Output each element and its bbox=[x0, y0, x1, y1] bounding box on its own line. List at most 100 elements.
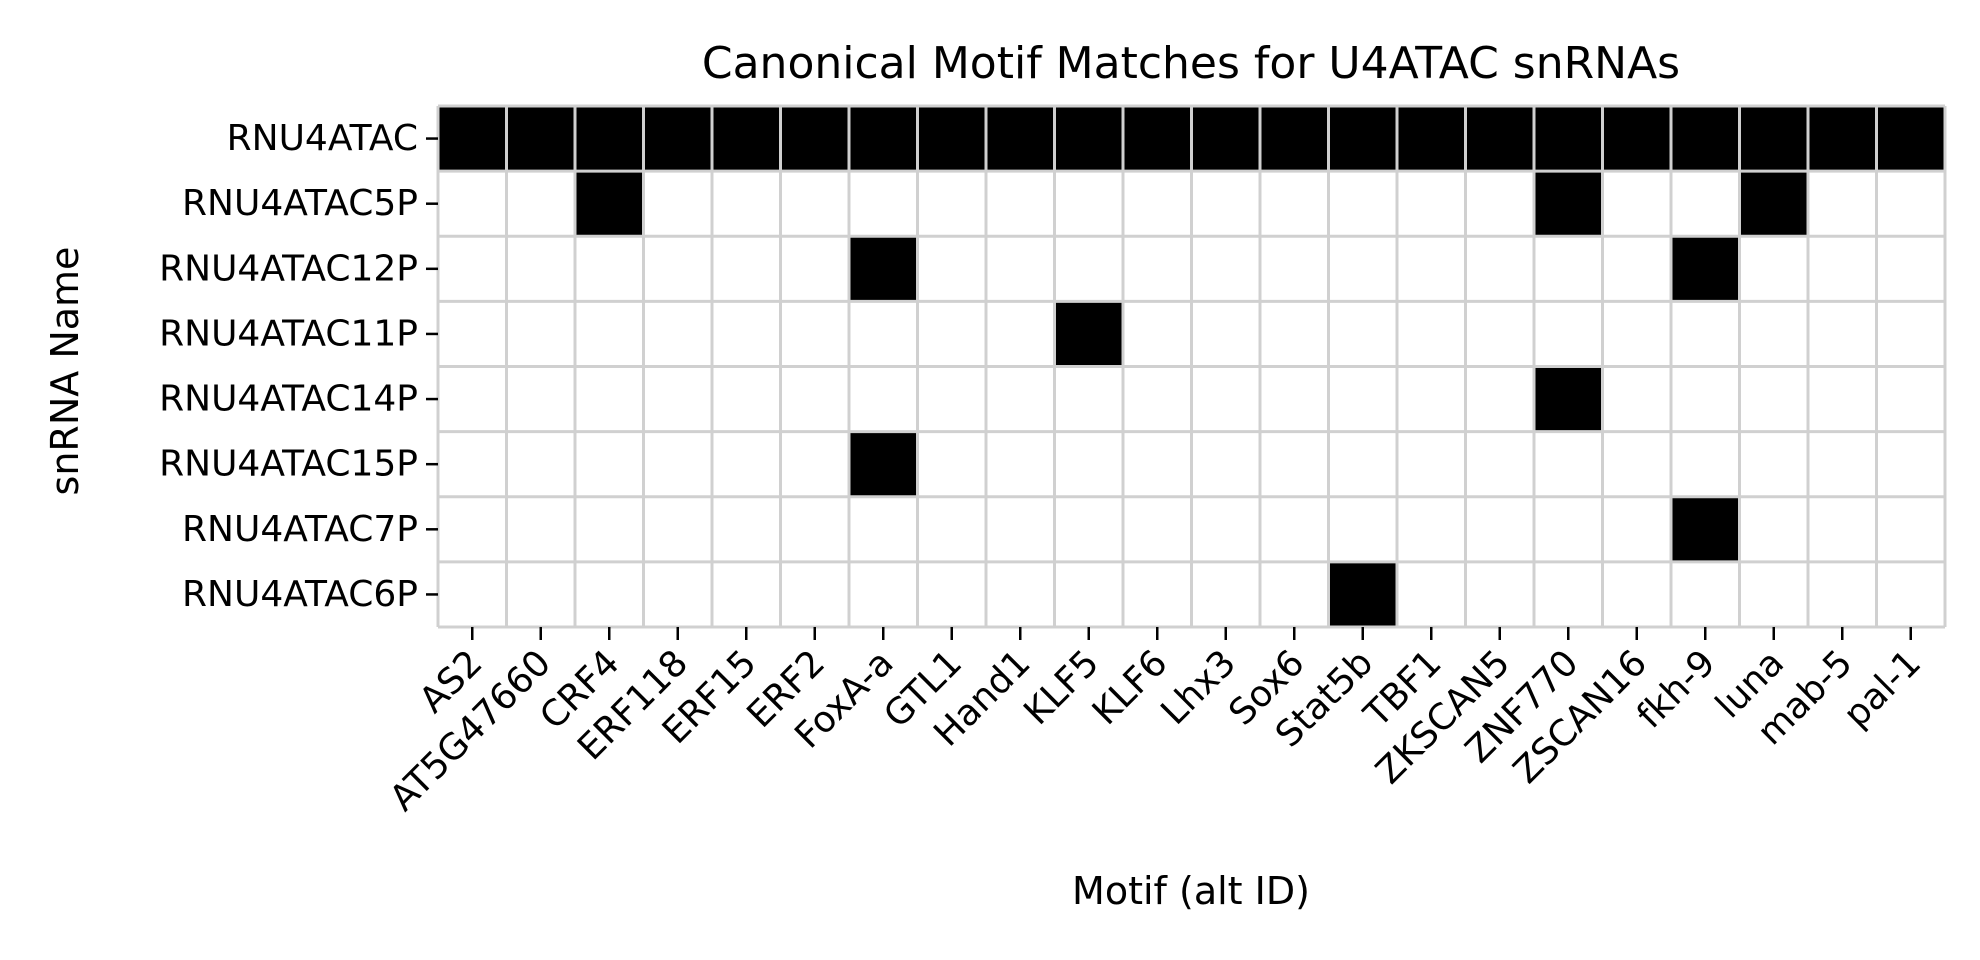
heatmap-cell bbox=[438, 106, 507, 172]
heatmap-cell bbox=[575, 366, 644, 432]
heatmap-cell bbox=[1465, 106, 1534, 172]
heatmap-cell bbox=[575, 561, 644, 627]
heatmap-cell bbox=[780, 496, 849, 562]
heatmap-cell bbox=[917, 366, 986, 432]
heatmap-cell bbox=[1465, 171, 1534, 237]
heatmap-cells bbox=[438, 106, 1945, 627]
y-tick-label: RNU4ATAC15P bbox=[159, 444, 418, 485]
heatmap-cell bbox=[917, 301, 986, 367]
heatmap-cell bbox=[438, 366, 507, 432]
heatmap-cell bbox=[1123, 236, 1192, 302]
heatmap-cell bbox=[1465, 301, 1534, 367]
heatmap-cell bbox=[712, 106, 781, 172]
x-axis: AS2AT5G47660CRF4ERF118ERF15ERF2FoxA-aGTL… bbox=[382, 627, 1929, 819]
heatmap-cell bbox=[1465, 366, 1534, 432]
heatmap-cell bbox=[1671, 106, 1740, 172]
heatmap-cell bbox=[1260, 236, 1329, 302]
heatmap-cell bbox=[1260, 171, 1329, 237]
heatmap-cell bbox=[1534, 431, 1603, 497]
heatmap-cell bbox=[1808, 301, 1877, 367]
heatmap-cell bbox=[1602, 301, 1671, 367]
heatmap-cell bbox=[712, 366, 781, 432]
heatmap-cell bbox=[1054, 431, 1123, 497]
heatmap-cell bbox=[1397, 366, 1466, 432]
heatmap-cell bbox=[1191, 236, 1260, 302]
x-tick-label: pal-1 bbox=[1836, 642, 1929, 735]
heatmap-cell bbox=[1191, 171, 1260, 237]
heatmap-cell bbox=[1123, 496, 1192, 562]
heatmap-cell bbox=[1534, 236, 1603, 302]
heatmap-cell bbox=[712, 236, 781, 302]
heatmap-cell bbox=[1534, 106, 1603, 172]
heatmap-cell bbox=[712, 301, 781, 367]
heatmap-cell bbox=[1602, 171, 1671, 237]
heatmap-cell bbox=[1191, 366, 1260, 432]
heatmap-cell bbox=[917, 236, 986, 302]
heatmap-cell bbox=[1602, 106, 1671, 172]
heatmap-cell bbox=[1054, 301, 1123, 367]
y-tick-label: RNU4ATAC5P bbox=[182, 183, 418, 224]
heatmap-cell bbox=[1465, 496, 1534, 562]
heatmap-cell bbox=[780, 106, 849, 172]
heatmap-cell bbox=[506, 106, 575, 172]
heatmap-cell bbox=[1876, 366, 1945, 432]
heatmap-cell bbox=[1397, 561, 1466, 627]
heatmap-cell bbox=[917, 561, 986, 627]
x-tick-label: KLF5 bbox=[1016, 642, 1107, 733]
heatmap-cell bbox=[1397, 301, 1466, 367]
x-tick-label: fkh-9 bbox=[1629, 642, 1723, 736]
heatmap-cell bbox=[1054, 171, 1123, 237]
heatmap-cell bbox=[849, 236, 918, 302]
heatmap-cell bbox=[986, 301, 1055, 367]
heatmap-cell bbox=[986, 431, 1055, 497]
heatmap-cell bbox=[712, 561, 781, 627]
x-axis-label: Motif (alt ID) bbox=[1072, 869, 1310, 913]
heatmap-cell bbox=[986, 171, 1055, 237]
heatmap-cell bbox=[1328, 366, 1397, 432]
heatmap-cell bbox=[1260, 496, 1329, 562]
y-tick-label: RNU4ATAC11P bbox=[159, 313, 418, 354]
heatmap-cell bbox=[643, 236, 712, 302]
heatmap-cell bbox=[438, 301, 507, 367]
heatmap-cell bbox=[1054, 496, 1123, 562]
heatmap-cell bbox=[780, 171, 849, 237]
heatmap-cell bbox=[1808, 561, 1877, 627]
heatmap-cell bbox=[1876, 301, 1945, 367]
heatmap-cell bbox=[1808, 236, 1877, 302]
heatmap-cell bbox=[917, 171, 986, 237]
heatmap-cell bbox=[1671, 561, 1740, 627]
y-axis-label: snRNA Name bbox=[43, 247, 87, 496]
heatmap-cell bbox=[986, 236, 1055, 302]
y-tick-label: RNU4ATAC bbox=[227, 118, 418, 159]
heatmap-cell bbox=[1123, 561, 1192, 627]
heatmap-cell bbox=[712, 171, 781, 237]
heatmap-cell bbox=[438, 496, 507, 562]
heatmap-cell bbox=[575, 236, 644, 302]
heatmap-cell bbox=[1123, 431, 1192, 497]
heatmap-cell bbox=[575, 431, 644, 497]
heatmap-cell bbox=[1260, 301, 1329, 367]
heatmap-cell bbox=[1534, 561, 1603, 627]
heatmap-cell bbox=[1739, 301, 1808, 367]
heatmap-cell bbox=[438, 561, 507, 627]
heatmap-cell bbox=[986, 496, 1055, 562]
heatmap-cell bbox=[1876, 236, 1945, 302]
heatmap-cell bbox=[1808, 431, 1877, 497]
y-tick-label: RNU4ATAC14P bbox=[159, 379, 418, 420]
heatmap-cell bbox=[1328, 496, 1397, 562]
heatmap-cell bbox=[849, 431, 918, 497]
heatmap-cell bbox=[1671, 301, 1740, 367]
heatmap-cell bbox=[1739, 106, 1808, 172]
heatmap-cell bbox=[1328, 171, 1397, 237]
heatmap-cell bbox=[1123, 366, 1192, 432]
heatmap-cell bbox=[1465, 431, 1534, 497]
heatmap-cell bbox=[1328, 301, 1397, 367]
heatmap-cell bbox=[986, 106, 1055, 172]
heatmap-cell bbox=[1397, 236, 1466, 302]
heatmap-cell bbox=[1260, 366, 1329, 432]
heatmap-cell bbox=[1808, 171, 1877, 237]
heatmap-cell bbox=[712, 431, 781, 497]
heatmap-cell bbox=[1465, 236, 1534, 302]
y-axis: RNU4ATAC RNU4ATAC5P RNU4ATAC12P RNU4ATAC11P… bbox=[159, 118, 438, 615]
heatmap-cell bbox=[1671, 366, 1740, 432]
